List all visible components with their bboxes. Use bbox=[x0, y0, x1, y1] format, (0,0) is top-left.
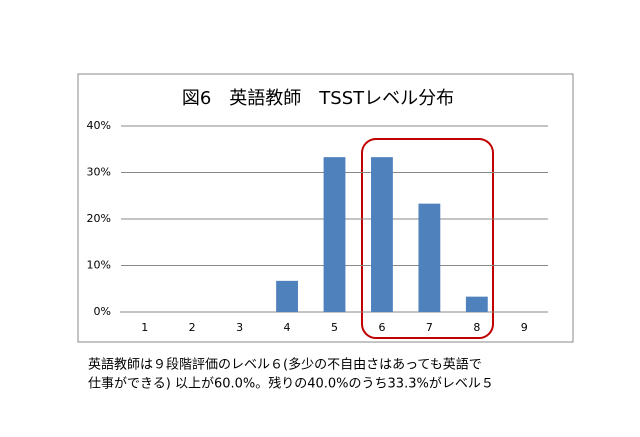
x-tick-label: 1 bbox=[141, 321, 148, 334]
x-tick-label: 2 bbox=[189, 321, 196, 334]
chart-title: 図6 英語教師 TSSTレベル分布 bbox=[182, 88, 454, 109]
x-tick-label: 9 bbox=[521, 321, 528, 334]
highlight-box bbox=[361, 138, 494, 339]
x-tick-label: 6 bbox=[378, 321, 385, 334]
y-tick-label: 30% bbox=[87, 166, 111, 179]
y-tick-label: 10% bbox=[87, 259, 111, 272]
x-tick-label: 3 bbox=[236, 321, 243, 334]
x-tick-label: 7 bbox=[426, 321, 433, 334]
bar bbox=[276, 280, 298, 312]
y-tick-label: 0% bbox=[94, 305, 111, 318]
caption-line: 仕事ができる) 以上が60.0%。残りの40.0%のうち33.3%がレベル５ bbox=[88, 377, 494, 392]
x-tick-label: 4 bbox=[284, 321, 291, 334]
x-tick-label: 5 bbox=[331, 321, 338, 334]
bar bbox=[323, 157, 346, 312]
bar bbox=[418, 203, 441, 312]
x-tick-label: 8 bbox=[473, 321, 480, 334]
bar bbox=[465, 296, 488, 312]
caption-line: 英語教師は９段階評価のレベル６(多少の不自由さはあっても英語で bbox=[88, 357, 482, 373]
y-tick-label: 40% bbox=[87, 119, 111, 132]
y-tick-label: 20% bbox=[87, 212, 111, 225]
bar bbox=[371, 157, 393, 312]
